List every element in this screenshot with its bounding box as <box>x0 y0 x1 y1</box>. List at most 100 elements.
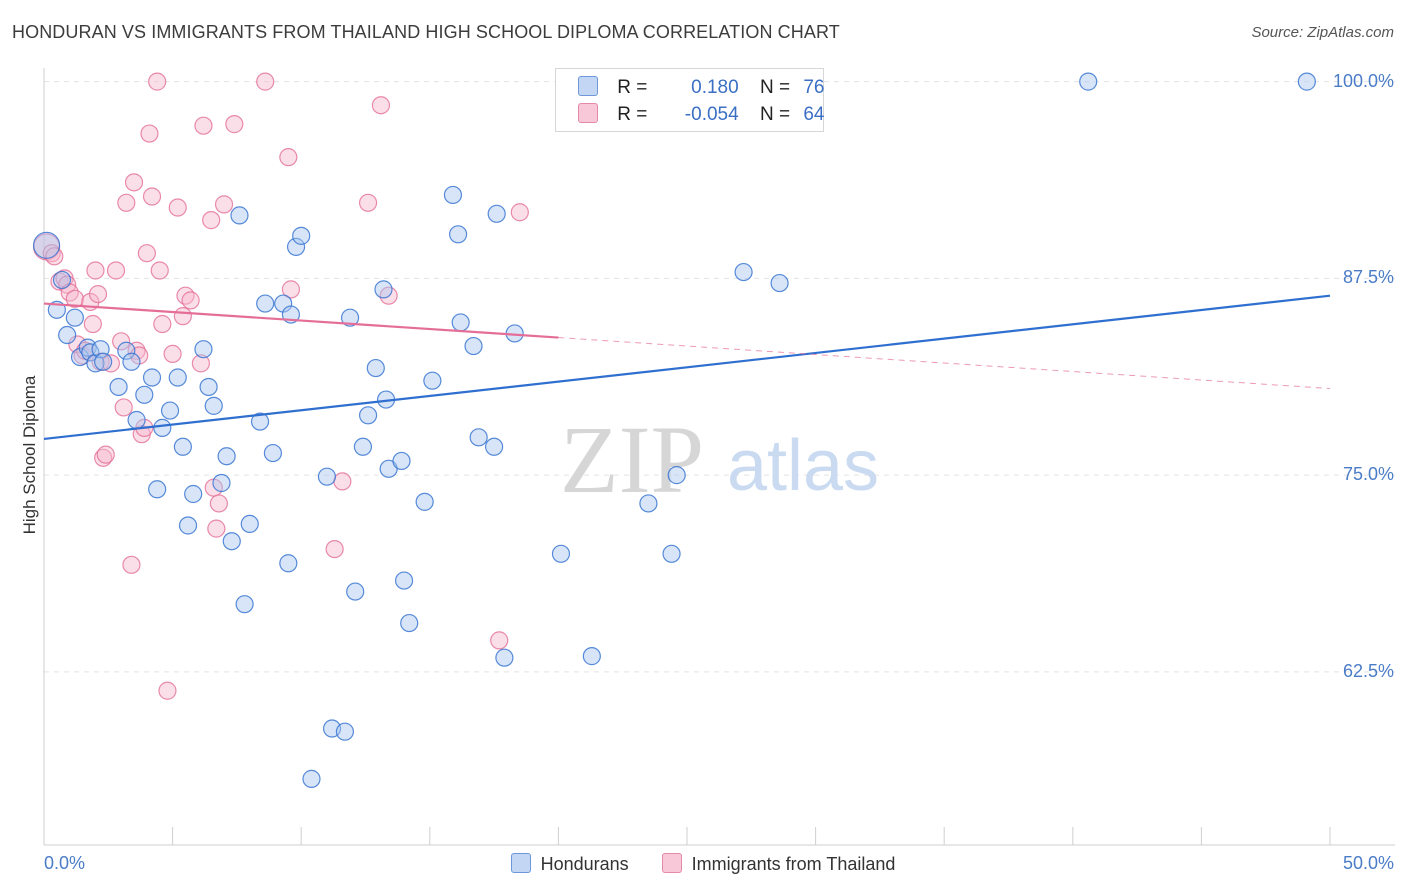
legend-swatch-blue <box>510 853 531 873</box>
data-point-honduran <box>770 273 789 293</box>
trend-lines <box>43 294 1331 441</box>
data-point-thailand <box>153 314 172 334</box>
data-point-honduran <box>94 352 113 371</box>
data-point-honduran <box>374 280 393 299</box>
data-point-honduran <box>423 371 442 390</box>
data-point-thailand <box>137 244 156 263</box>
data-point-thailand <box>94 448 113 467</box>
data-point-thailand <box>86 261 105 280</box>
data-point-thailand <box>96 445 115 464</box>
data-point-honduran <box>1297 72 1316 91</box>
data-point-honduran <box>292 226 311 245</box>
data-point-honduran <box>230 206 249 225</box>
data-point-thailand <box>106 261 126 280</box>
legend-label-thailand: Immigrants from Thailand <box>691 854 896 874</box>
data-point-thailand <box>140 124 159 143</box>
legend-r-value: 0.180 <box>691 77 739 98</box>
data-point-honduran <box>178 516 198 535</box>
data-point-honduran <box>204 396 223 415</box>
data-point-honduran <box>485 437 504 456</box>
legend-n-value: 76 <box>803 77 825 98</box>
watermark-atlas: atlas <box>727 426 879 506</box>
data-point-honduran <box>448 225 468 244</box>
y-tick-label: 75.0% <box>1342 464 1394 485</box>
legend-n-label: N = <box>759 104 791 125</box>
data-point-thailand <box>114 398 133 417</box>
data-point-thailand <box>65 289 84 308</box>
data-point-thailand <box>214 195 234 214</box>
data-point-honduran <box>86 354 105 373</box>
trend-line-thailand <box>43 302 559 339</box>
legend-item-thailand[interactable]: Immigrants from Thailand <box>661 853 896 875</box>
legend-swatch-pink <box>578 103 598 123</box>
data-point-honduran <box>667 466 686 485</box>
data-point-honduran <box>256 294 275 313</box>
data-point-honduran <box>135 385 154 404</box>
data-point-thailand <box>158 681 177 700</box>
data-point-thailand <box>207 519 226 538</box>
data-point-honduran <box>81 343 100 362</box>
data-point-thailand <box>358 193 378 212</box>
data-point-honduran <box>394 571 414 590</box>
data-point-honduran <box>346 582 365 601</box>
x-tick-label-min: 0.0% <box>44 853 86 873</box>
data-point-thailand <box>83 314 102 334</box>
legend-row-hondurans: R = 0.180 N = 76 <box>578 76 824 98</box>
gridlines <box>44 81 1395 673</box>
data-point-thailand <box>142 187 162 206</box>
data-point-honduran <box>52 270 72 290</box>
data-point-honduran <box>240 514 259 534</box>
data-point-honduran <box>122 352 141 371</box>
data-point-honduran <box>451 313 470 332</box>
data-point-honduran <box>1079 72 1098 91</box>
data-point-honduran <box>551 544 571 563</box>
data-point-honduran <box>194 340 213 359</box>
correlation-legend: R = 0.180 N = 76 R = -0.054 N = 64 <box>555 68 824 132</box>
chart-title: HONDURAN VS IMMIGRANTS FROM THAILAND HIG… <box>12 22 840 42</box>
data-point-thailand <box>209 494 228 513</box>
data-point-honduran <box>117 341 136 360</box>
legend-item-hondurans[interactable]: Hondurans <box>510 853 629 875</box>
data-point-thailand <box>279 148 298 167</box>
data-point-honduran <box>199 377 218 397</box>
data-point-honduran <box>168 368 187 387</box>
data-point-honduran <box>487 204 506 223</box>
data-point-thailand <box>371 96 391 115</box>
data-point-honduran <box>415 492 434 511</box>
data-point-honduran <box>734 262 753 282</box>
data-point-honduran <box>250 412 270 431</box>
legend-swatch-pink <box>661 853 682 873</box>
data-point-honduran <box>639 494 658 513</box>
data-point-thailand <box>127 341 146 360</box>
y-tick-label: 100.0% <box>1332 70 1394 91</box>
legend-r-value: -0.054 <box>684 104 739 125</box>
series-hondurans-points <box>32 72 1316 788</box>
data-point-honduran <box>358 406 378 425</box>
data-point-honduran <box>366 358 385 378</box>
series-legend: Hondurans Immigrants from Thailand <box>0 853 1406 875</box>
data-point-honduran <box>335 722 355 741</box>
data-point-honduran <box>392 451 411 471</box>
data-point-thailand <box>112 332 131 351</box>
data-point-honduran <box>184 484 203 504</box>
y-tick-label: 62.5% <box>1342 660 1394 681</box>
data-point-honduran <box>443 185 463 205</box>
data-point-honduran <box>32 231 61 259</box>
data-point-honduran <box>286 237 306 256</box>
y-axis-label: High School Diploma <box>20 375 39 535</box>
legend-n-label: N = <box>759 77 791 98</box>
data-point-honduran <box>279 554 298 573</box>
data-point-honduran <box>160 401 180 420</box>
data-point-thailand <box>191 354 210 373</box>
data-point-thailand <box>202 211 221 230</box>
data-point-honduran <box>70 347 90 367</box>
data-point-thailand <box>490 631 509 650</box>
data-point-honduran <box>340 308 360 327</box>
data-point-honduran <box>662 544 681 563</box>
data-point-honduran <box>212 473 231 493</box>
x-tick-label-max: 50.0% <box>1342 853 1394 873</box>
data-point-honduran <box>582 647 601 666</box>
trend-line-hondurans <box>43 294 1331 441</box>
data-point-honduran <box>217 447 236 466</box>
